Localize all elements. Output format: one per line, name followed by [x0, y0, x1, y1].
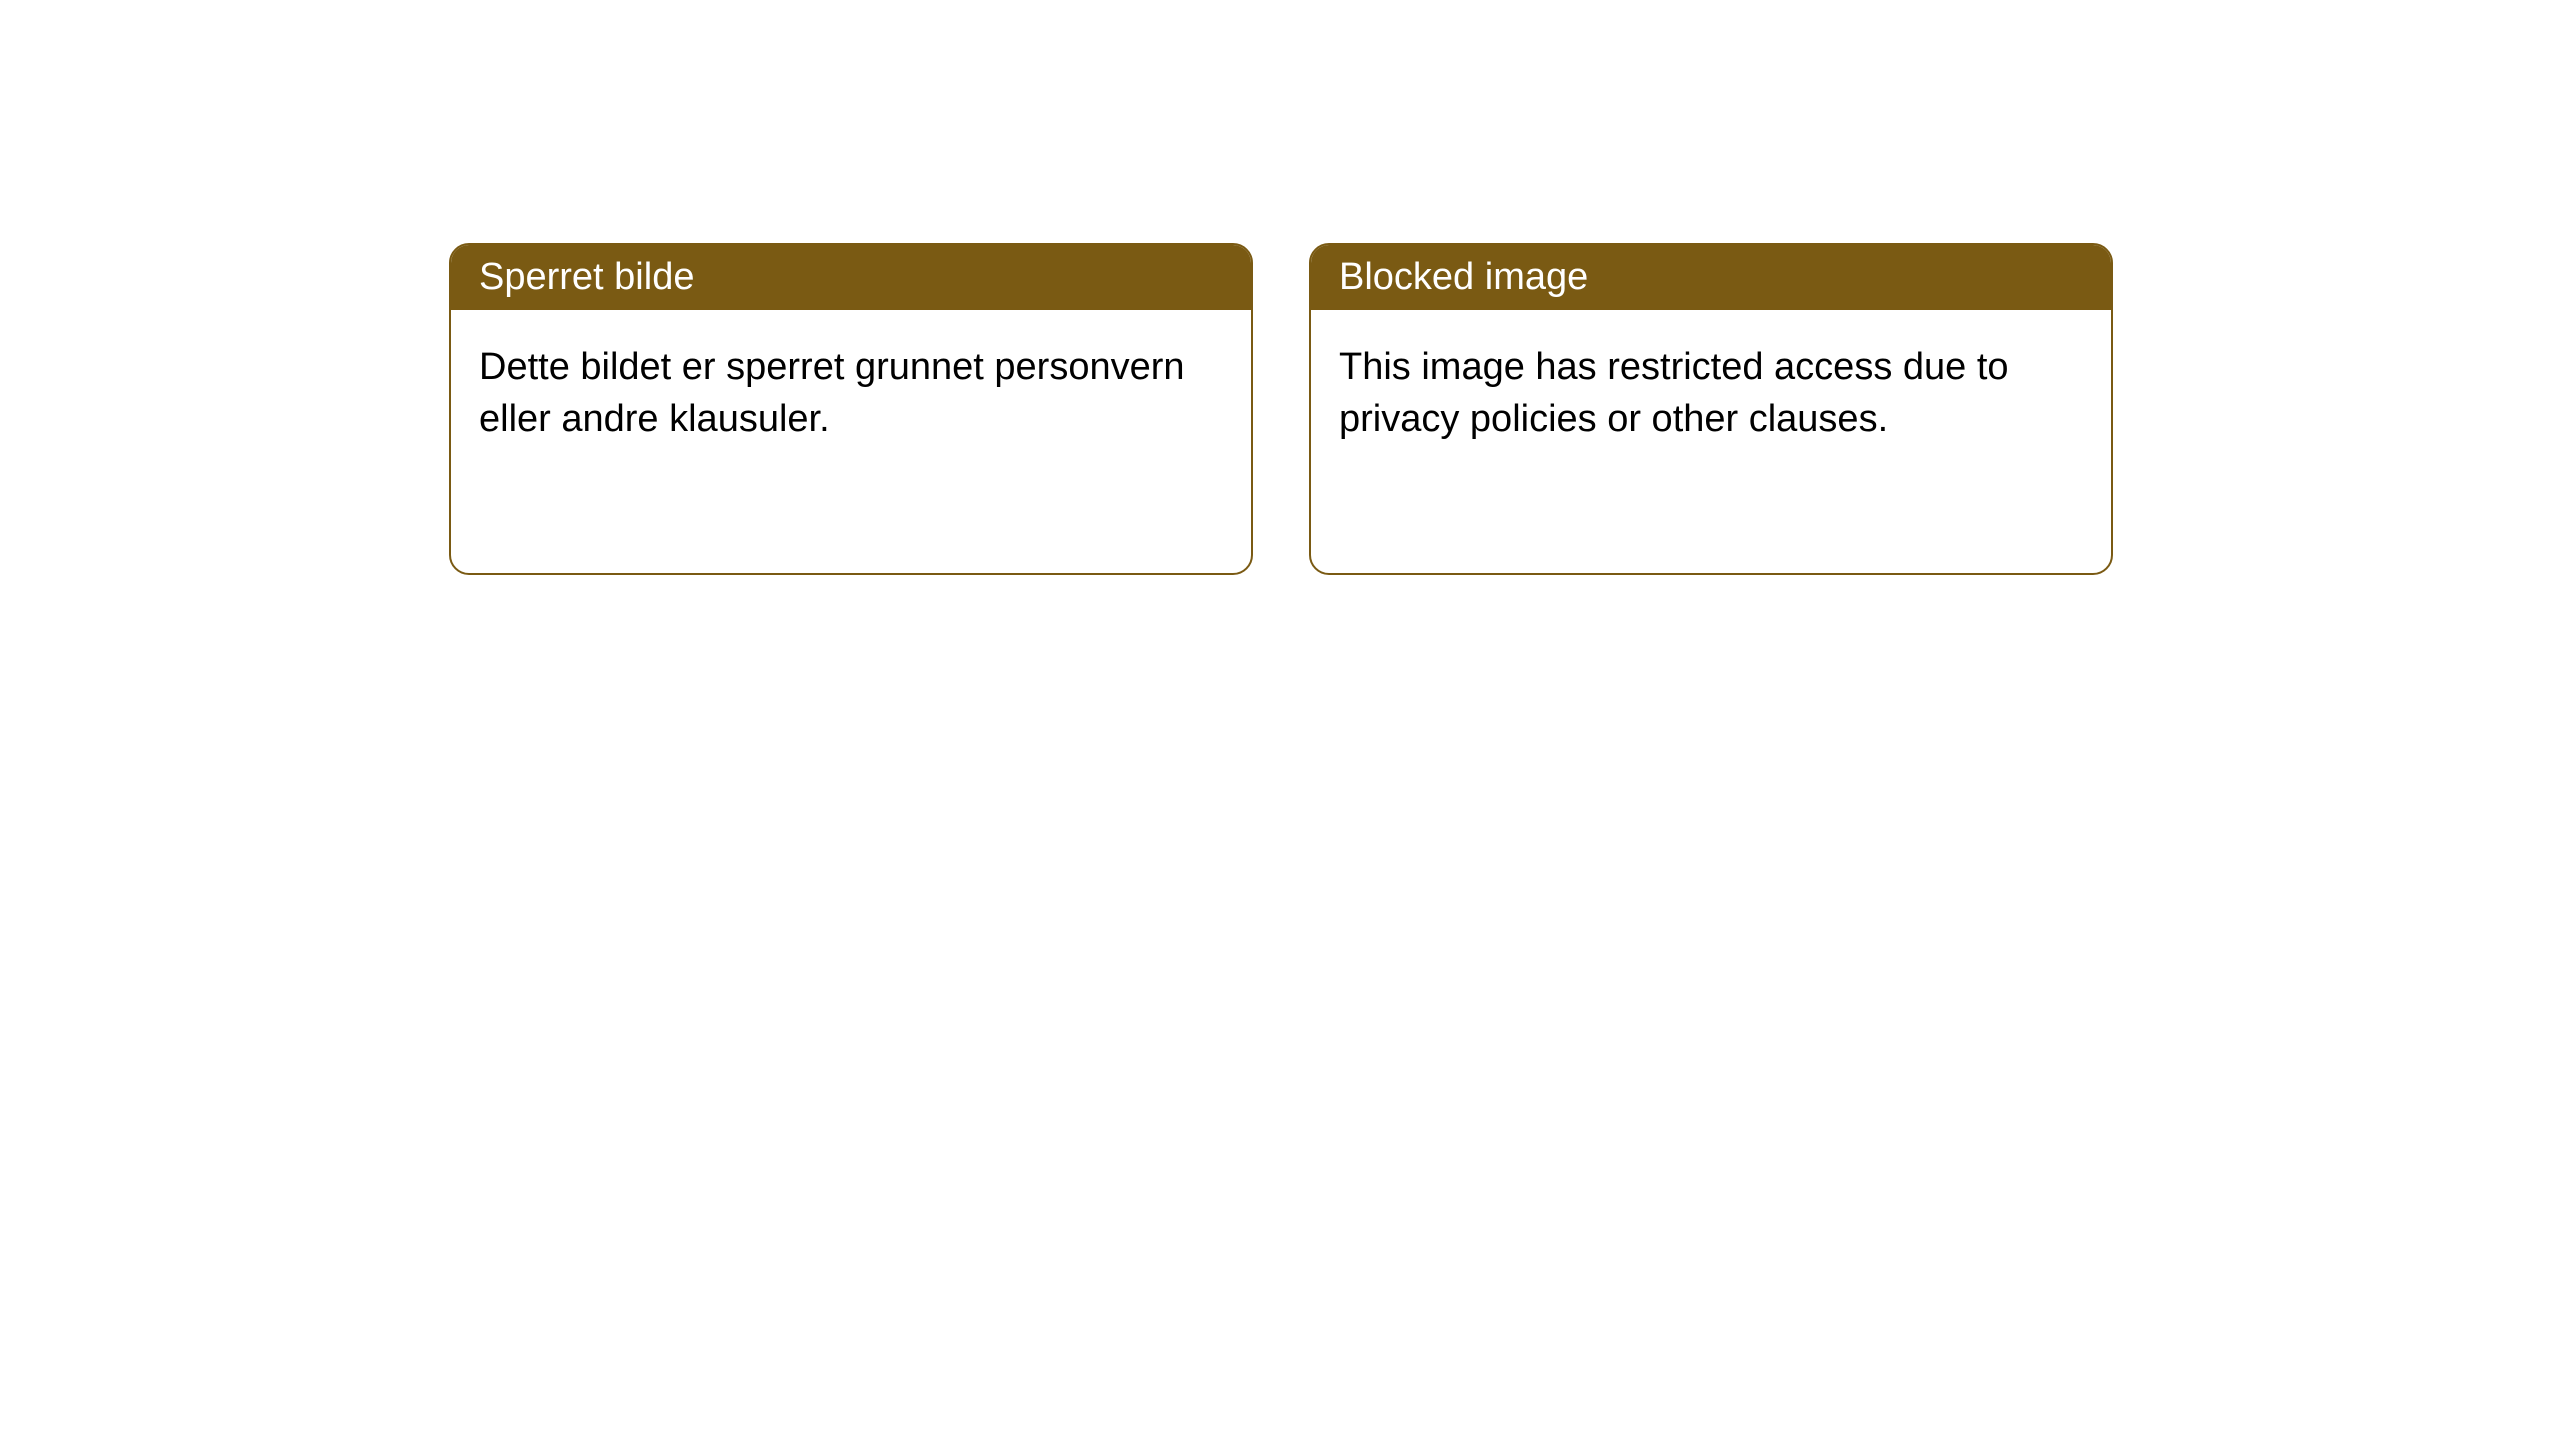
- notice-container: Sperret bilde Dette bildet er sperret gr…: [0, 0, 2560, 575]
- notice-body: This image has restricted access due to …: [1311, 310, 2111, 477]
- notice-card-english: Blocked image This image has restricted …: [1309, 243, 2113, 575]
- notice-body-text: This image has restricted access due to …: [1339, 346, 2009, 439]
- notice-header: Sperret bilde: [451, 245, 1251, 310]
- notice-card-norwegian: Sperret bilde Dette bildet er sperret gr…: [449, 243, 1253, 575]
- notice-body: Dette bildet er sperret grunnet personve…: [451, 310, 1251, 477]
- notice-body-text: Dette bildet er sperret grunnet personve…: [479, 346, 1185, 439]
- notice-header: Blocked image: [1311, 245, 2111, 310]
- notice-title: Blocked image: [1339, 256, 1588, 298]
- notice-title: Sperret bilde: [479, 256, 694, 298]
